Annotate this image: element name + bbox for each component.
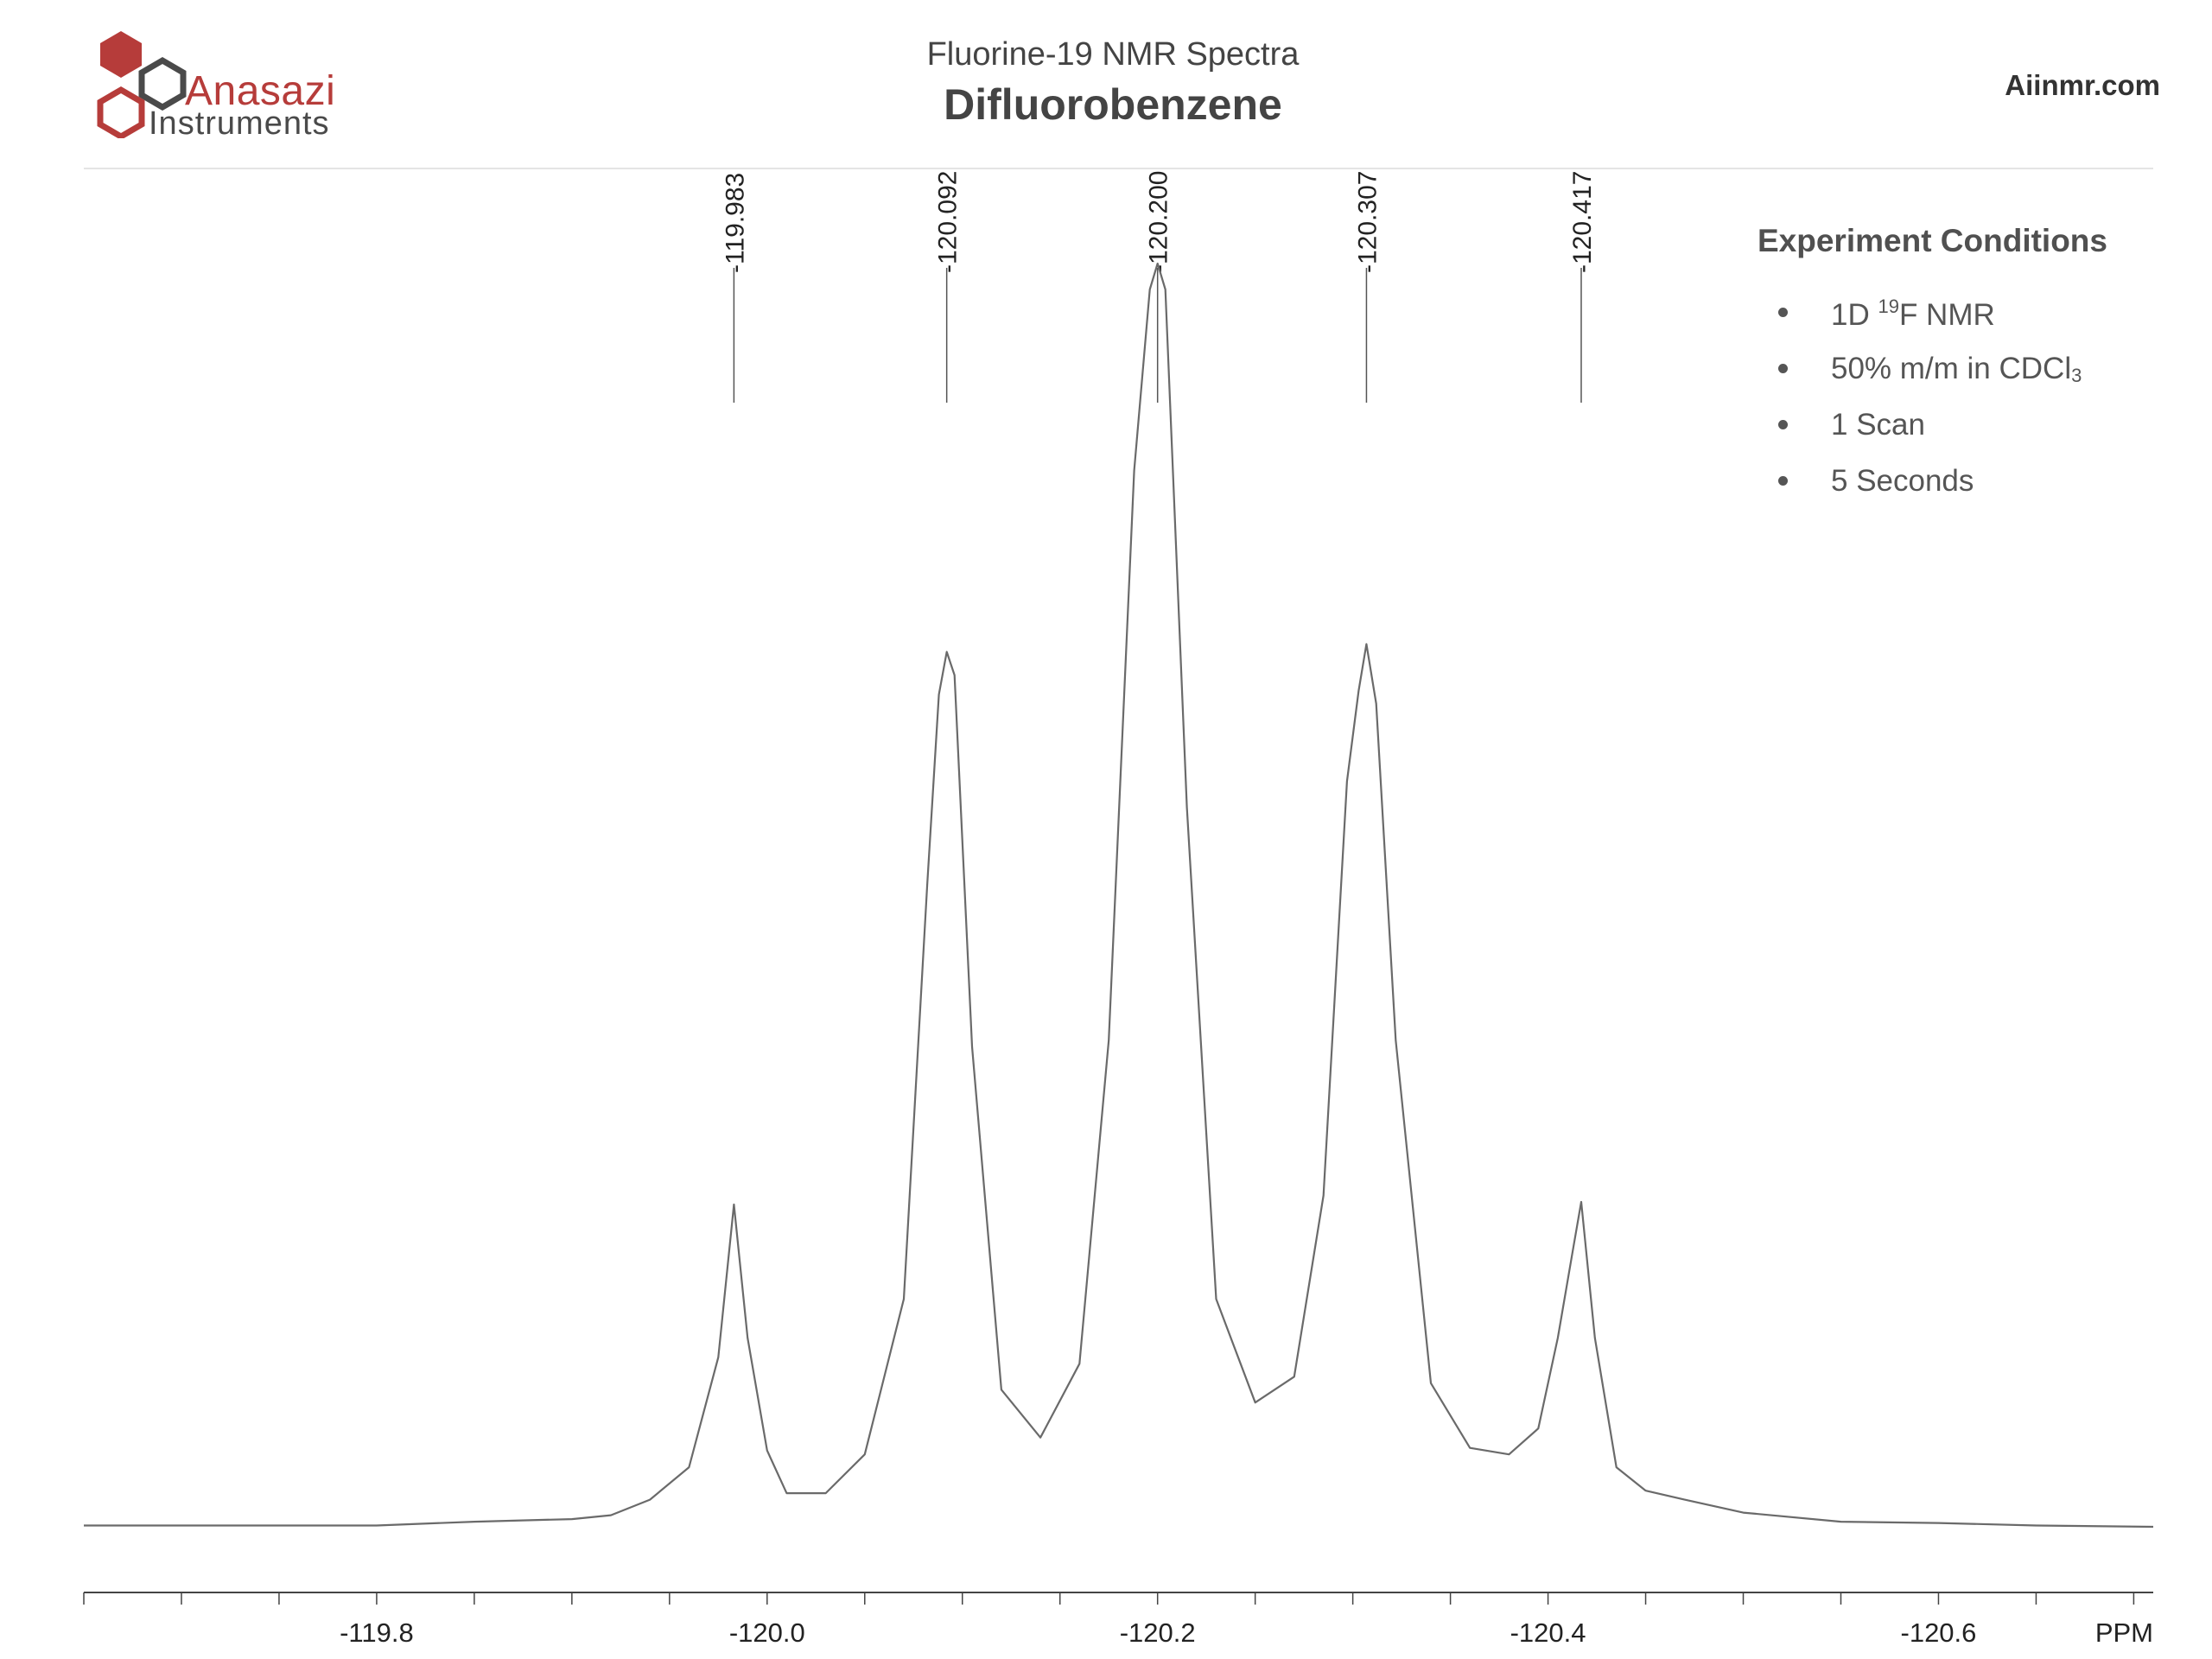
condition-text-tail: F NMR — [1898, 298, 1995, 332]
bullet-icon — [1778, 476, 1788, 486]
peak-label: -120.417 — [1568, 171, 1597, 273]
x-tick-label: -120.6 — [1901, 1618, 1977, 1648]
condition-item: 50% m/m in CDCl3 — [1758, 352, 2172, 408]
condition-superscript: 19 — [1878, 296, 1899, 317]
condition-text: 50% m/m in CDCl — [1831, 352, 2072, 385]
conditions-heading: Experiment Conditions — [1758, 223, 2107, 258]
peak-label: -120.092 — [934, 171, 963, 273]
conditions-list: 1D 19F NMR 50% m/m in CDCl3 1 Scan 5 Second… — [1758, 296, 2172, 520]
peak-label: -120.307 — [1353, 171, 1382, 273]
logo-gray-hexagon — [138, 56, 187, 111]
site-link[interactable]: Aiinmr.com — [2005, 69, 2160, 101]
anasazi-logo[interactable]: Anasazi Instruments — [86, 26, 372, 147]
bullet-icon — [1778, 420, 1788, 429]
condition-item: 5 Seconds — [1758, 464, 2172, 520]
experiment-conditions-panel: Experiment Conditions 1D 19F NMR 50% m/m … — [1758, 223, 2172, 520]
header-divider — [84, 168, 2153, 169]
bullet-icon — [1778, 308, 1788, 317]
x-tick-label: -119.8 — [340, 1618, 414, 1648]
condition-text: 1D — [1831, 298, 1878, 332]
condition-text: 5 Seconds — [1831, 464, 1974, 498]
condition-text: 1 Scan — [1831, 408, 1925, 442]
header: Anasazi Instruments Fluorine-19 NMR Spec… — [0, 0, 2212, 173]
logo-outline-hexagon — [97, 86, 145, 138]
chart-subtitle: Fluorine-19 NMR Spectra — [926, 36, 1300, 73]
x-axis-label: PPM — [2095, 1618, 2153, 1648]
condition-subscript: 3 — [2071, 365, 2082, 386]
x-tick-label: -120.0 — [729, 1618, 805, 1648]
x-tick-label: -120.2 — [1120, 1618, 1196, 1648]
condition-item: 1 Scan — [1758, 408, 2172, 464]
logo-red-hexagon — [100, 31, 142, 78]
spectrum-trace — [84, 262, 2154, 1529]
logo-subtitle: Instruments — [149, 105, 330, 142]
peak-label: -119.983 — [721, 173, 749, 273]
peak-label: -120.200 — [1145, 171, 1173, 273]
x-tick-label: -120.4 — [1510, 1618, 1586, 1648]
bullet-icon — [1778, 364, 1788, 373]
chart-title: Difluorobenzene — [944, 80, 1282, 129]
hexagon-logo-icon — [97, 31, 187, 138]
logo-name: Anasazi — [185, 68, 336, 114]
condition-item: 1D 19F NMR — [1758, 296, 2172, 352]
